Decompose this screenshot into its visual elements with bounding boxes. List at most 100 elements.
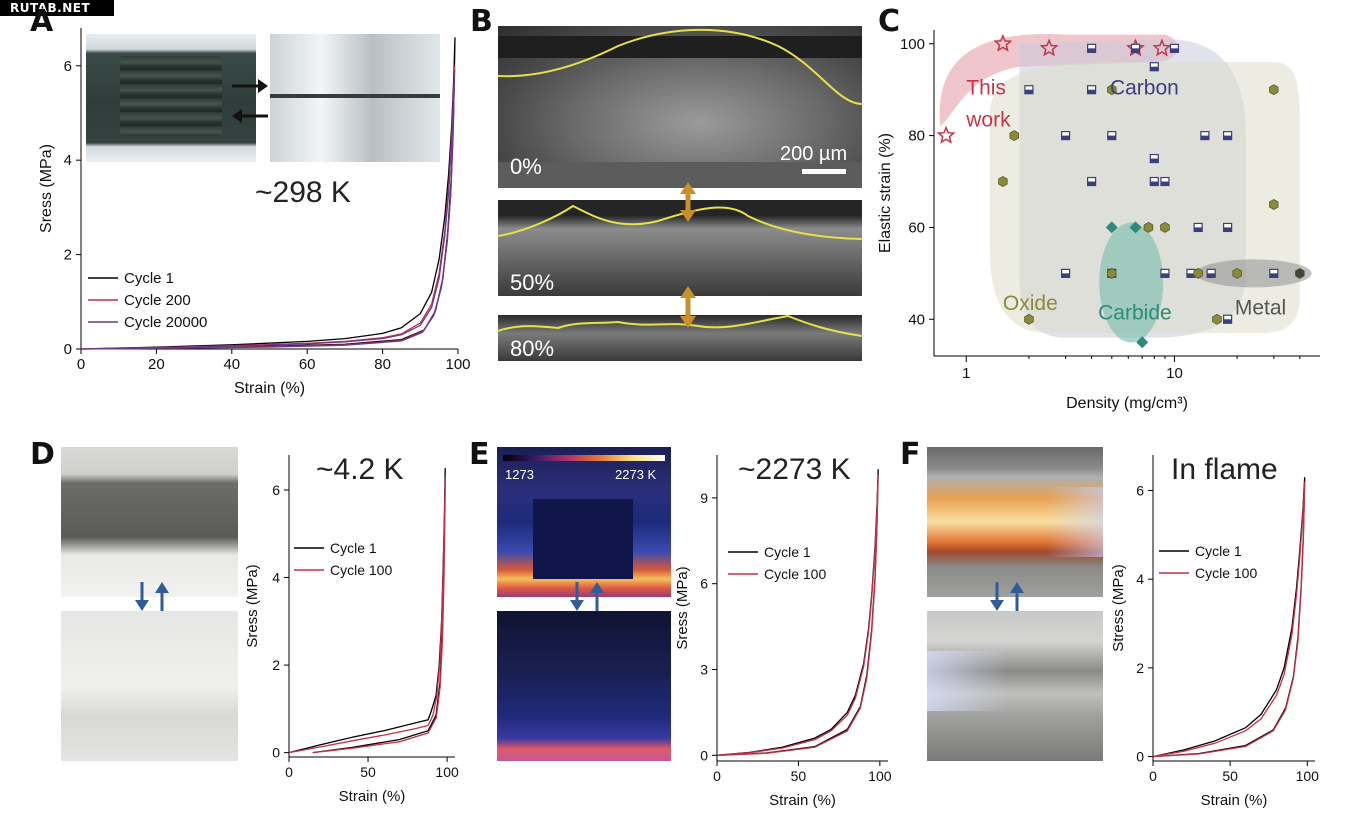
photo-sample-4k [61,447,238,597]
ir-image-top [497,447,671,597]
x-tick-label: 100 [445,356,470,373]
series-line-2 [1152,481,1306,758]
panel-letter-b: B [470,4,493,39]
y-axis-label: Stress (MPa) [1110,564,1127,652]
x-tick-label: 60 [299,356,316,373]
panel-letter-f: F [900,437,921,472]
legend-label: Cycle 1 [124,270,174,287]
y-tick-label: 6 [272,482,280,498]
chart-d: ~4.2 K 0 50 100 0 2 4 6 Strain (%) Sress (MPa) Cy… [244,453,459,805]
region-label-carbide: Carbide [1098,301,1172,324]
double-arrow-1 [680,182,696,222]
y-tick-label: 2 [1136,660,1144,676]
panel-letter-a: A [30,4,54,39]
y-tick-label: 0 [64,341,72,358]
marker-carbon-fill [1269,273,1278,278]
marker-carbon-fill [1107,135,1116,140]
x-tick-label: 100 [435,764,459,780]
marker-carbon-fill [1194,227,1203,232]
marker-carbide [1136,336,1149,349]
marker-carbon-fill [1223,135,1232,140]
y-tick-label: 4 [64,152,72,169]
legend-label: Cycle 100 [330,562,392,578]
marker-carbon-fill [1186,273,1195,278]
marker-carbon-fill [1160,181,1169,186]
chart-e: ~2273 K 0 50 100 0 3 6 9 Strain (%) Sress (MPa) C… [674,453,892,809]
region-label-this: This [966,76,1006,99]
marker-carbide [1129,221,1142,234]
y-tick-label: 40 [908,311,925,328]
scale-bar-label: 200 µm [780,143,847,165]
marker-carbon-fill [1061,273,1070,278]
y-tick-label: 4 [272,570,280,586]
marker-oxide [1160,221,1170,233]
x-tick-label: 50 [791,768,807,784]
y-tick-label: 100 [900,36,925,53]
legend-label: Cycle 200 [124,292,191,309]
region-label-carbon: Carbon [1110,76,1179,99]
marker-this-work [1039,38,1059,57]
temp-label-f: In flame [1171,453,1278,486]
marker-oxide [1212,313,1222,325]
ir-image-bottom [497,611,671,761]
y-tick-label: 0 [272,745,280,761]
marker-oxide [1193,267,1203,279]
sem-image-0 [498,26,862,188]
y-tick-label: 0 [1136,749,1144,765]
marker-oxide [1143,221,1154,233]
marker-carbon-fill [1061,135,1070,140]
marker-metal [1295,268,1305,278]
marker-carbide [1105,221,1118,234]
marker-carbon-fill [1087,48,1096,53]
marker-oxide [1269,199,1279,210]
y-tick-label: 6 [64,58,72,75]
arrows-f [990,582,1024,611]
sem-image-50 [498,200,862,296]
region-label-metal: Metal [1235,297,1286,320]
colorbar-min: 1273 [505,467,534,482]
y-tick-label: 4 [1136,571,1144,587]
photo-compressed-298k [270,34,440,162]
region-label-work: work [965,108,1011,131]
arrows-a [232,79,268,123]
x-tick-label: 100 [1296,768,1320,784]
strain-label-0: 0% [510,154,542,179]
y-tick-label: 80 [908,128,925,145]
marker-oxide [1232,267,1242,279]
marker-carbon-fill [1150,158,1159,163]
colorbar-labels: 1273 2273 K [505,467,657,482]
x-tick-label: 20 [148,356,165,373]
x-tick-label: 1 [962,365,970,382]
photo-flame-top [927,447,1103,597]
temp-label-e: ~2273 K [738,453,851,486]
legend-label: Cycle 20000 [124,314,207,331]
temp-label-d: ~4.2 K [316,453,404,486]
legend-label: Cycle 1 [330,540,377,556]
photo-compressed-4k [61,611,238,761]
marker-carbon-fill [1024,89,1033,94]
marker-this-work [936,125,956,144]
y-axis-label: Sress (MPa) [38,144,55,233]
legend-label: Cycle 100 [764,566,826,582]
x-tick-label: 0 [77,356,85,373]
photo-sample-298k [86,34,256,162]
panel-letter-c: C [878,4,901,39]
marker-oxide [1107,267,1117,279]
legend-label: Cycle 1 [1195,543,1242,559]
marker-this-work [993,33,1013,52]
chart-f: In flame 0 50 100 0 2 4 6 Strain (%) Stress (MPa… [1110,453,1320,809]
marker-carbon-fill [1160,273,1169,278]
x-tick-label: 80 [374,356,391,373]
series-line-3 [80,70,456,350]
marker-oxide [1107,84,1117,96]
x-tick-label: 0 [713,768,721,784]
marker-carbon-fill [1170,48,1179,53]
region-metal [1195,259,1312,288]
strain-label-80: 80% [510,336,554,361]
series-line-1 [716,469,879,756]
x-axis-label: Strain (%) [769,792,836,809]
marker-oxide [1269,84,1279,96]
x-tick-label: 0 [285,764,293,780]
x-axis-label: Strain (%) [339,788,406,805]
marker-carbon-fill [1223,319,1232,324]
